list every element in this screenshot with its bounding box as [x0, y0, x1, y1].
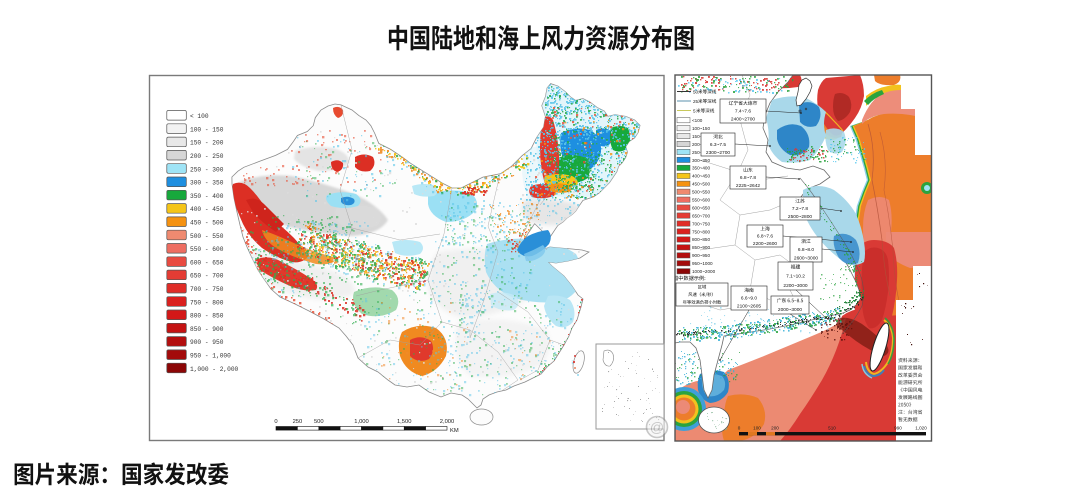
- svg-text:6.3~7.5: 6.3~7.5: [710, 142, 726, 148]
- svg-text:510: 510: [828, 426, 836, 431]
- svg-text:900 - 950: 900 - 950: [190, 339, 224, 346]
- svg-text:2200~2600: 2200~2600: [753, 241, 777, 247]
- svg-text:0: 0: [274, 419, 277, 425]
- svg-text:650~700: 650~700: [692, 213, 710, 218]
- svg-text:1000~2000: 1000~2000: [692, 269, 716, 274]
- svg-text:550~600: 550~600: [692, 198, 710, 203]
- svg-text:<100: <100: [692, 118, 703, 123]
- svg-text:600 - 650: 600 - 650: [190, 259, 224, 266]
- svg-text:550 - 600: 550 - 600: [190, 246, 224, 253]
- svg-text:800 - 850: 800 - 850: [190, 313, 224, 320]
- svg-text:800~850: 800~850: [692, 237, 710, 242]
- svg-text:2000~3000: 2000~3000: [778, 307, 802, 313]
- svg-text:850~900: 850~900: [692, 245, 710, 250]
- svg-text:500~550: 500~550: [692, 190, 710, 195]
- svg-text:100 - 150: 100 - 150: [190, 126, 224, 133]
- svg-text:2600~3000: 2600~3000: [794, 256, 818, 262]
- svg-text:1,000: 1,000: [354, 419, 369, 425]
- svg-text:700 - 750: 700 - 750: [190, 286, 224, 293]
- svg-text:300 - 350: 300 - 350: [190, 180, 224, 187]
- svg-text:7.4~7.6: 7.4~7.6: [735, 109, 751, 115]
- svg-text:2300~2700: 2300~2700: [706, 150, 730, 156]
- svg-text:2,000: 2,000: [440, 419, 455, 425]
- svg-text:950~1000: 950~1000: [692, 261, 713, 266]
- svg-text:250 - 300: 250 - 300: [190, 166, 224, 173]
- svg-text:100~150: 100~150: [692, 126, 710, 131]
- svg-text:950 - 1,000: 950 - 1,000: [190, 353, 231, 360]
- svg-text:2100~2605: 2100~2605: [737, 304, 761, 310]
- svg-text:50: 50: [693, 89, 699, 94]
- svg-text:7.2~7.8: 7.2~7.8: [792, 206, 808, 212]
- svg-text:850 - 900: 850 - 900: [190, 326, 224, 333]
- svg-text:2400~2700: 2400~2700: [731, 117, 755, 123]
- svg-text:350 - 400: 350 - 400: [190, 193, 224, 200]
- svg-text:25: 25: [693, 99, 699, 104]
- svg-text:150 - 200: 150 - 200: [190, 140, 224, 147]
- svg-text:750~800: 750~800: [692, 229, 710, 234]
- svg-text:6.6~9.0: 6.6~9.0: [741, 296, 757, 302]
- svg-text:@: @: [650, 419, 664, 435]
- svg-text:400 - 450: 400 - 450: [190, 206, 224, 213]
- svg-text:990: 990: [894, 426, 902, 431]
- svg-text:1,020: 1,020: [915, 426, 927, 431]
- svg-text:250: 250: [293, 419, 303, 425]
- svg-text:2200~3000: 2200~3000: [783, 283, 807, 289]
- svg-text:5: 5: [693, 108, 696, 113]
- svg-text:6.8~8.0: 6.8~8.0: [798, 247, 814, 253]
- svg-text:450 - 500: 450 - 500: [190, 220, 224, 227]
- svg-text:6.8~7.8: 6.8~7.8: [740, 175, 756, 181]
- svg-text:7.1~10.2: 7.1~10.2: [786, 274, 805, 280]
- svg-text:< 100: < 100: [190, 113, 209, 120]
- svg-text:300~350: 300~350: [692, 158, 710, 163]
- svg-text:750 - 800: 750 - 800: [190, 299, 224, 306]
- svg-text:6.8~7.6: 6.8~7.6: [757, 234, 773, 240]
- svg-text:2225~2642: 2225~2642: [736, 183, 760, 189]
- svg-text:1,500: 1,500: [397, 419, 412, 425]
- svg-text:350~400: 350~400: [692, 166, 710, 171]
- svg-text:2500~2800: 2500~2800: [788, 214, 812, 220]
- svg-text:200: 200: [771, 426, 779, 431]
- svg-text:450~500: 450~500: [692, 182, 710, 187]
- svg-text:100: 100: [753, 426, 761, 431]
- svg-text:900~950: 900~950: [692, 253, 710, 258]
- svg-text:700~750: 700~750: [692, 221, 710, 226]
- svg-text:1,000 - 2,000: 1,000 - 2,000: [190, 366, 239, 373]
- svg-text:500: 500: [314, 419, 324, 425]
- svg-text:600~650: 600~650: [692, 205, 710, 210]
- svg-text:650 - 700: 650 - 700: [190, 273, 224, 280]
- svg-text:200 - 250: 200 - 250: [190, 153, 224, 160]
- svg-text:400~450: 400~450: [692, 174, 710, 179]
- svg-text:500 - 550: 500 - 550: [190, 233, 224, 240]
- svg-text:KM: KM: [450, 428, 459, 434]
- svg-text:0: 0: [738, 426, 741, 431]
